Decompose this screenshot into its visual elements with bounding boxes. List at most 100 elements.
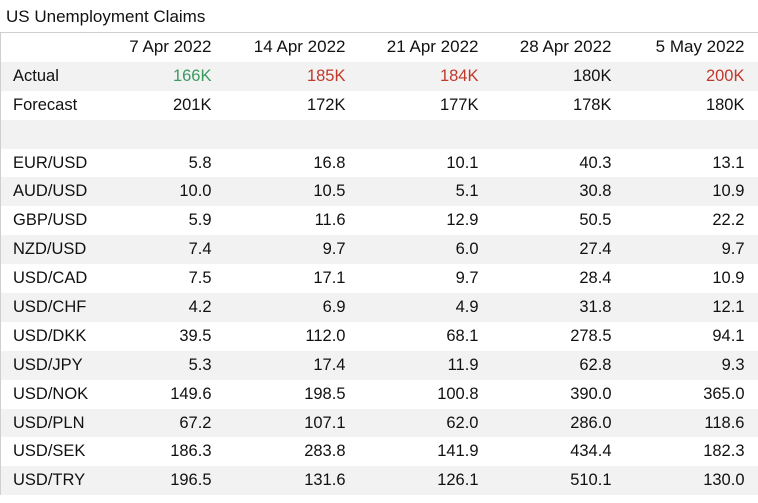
pair-value: 94.1 <box>712 326 745 345</box>
pair-value: 390.0 <box>570 384 612 403</box>
pair-value: 286.0 <box>491 408 625 438</box>
table-row: USD/SEK 186.3 283.8 141.9 434.4 182.3 <box>1 437 758 466</box>
spacer-cell <box>224 119 359 149</box>
spacer-cell <box>0 119 98 149</box>
actual-row: Actual 166K 185K 184K 180K 200K <box>0 61 758 91</box>
pair-value: 9.3 <box>624 350 758 380</box>
pair-label: USD/CHF <box>0 293 98 322</box>
pair-value: 5.8 <box>188 153 212 172</box>
pair-value: 4.9 <box>358 293 492 322</box>
header-date: 7 Apr 2022 <box>129 37 212 57</box>
pair-value: 126.1 <box>358 466 492 496</box>
table-row: USD/CAD 7.5 17.1 9.7 28.4 10.9 <box>1 264 758 293</box>
pair-label: USD/NOK <box>13 384 89 403</box>
table-row: GBP/USD 5.9 11.6 12.9 50.5 22.2 <box>1 206 758 235</box>
pair-value: 30.8 <box>491 177 625 207</box>
spacer-cell <box>624 119 758 149</box>
forecast-value: 172K <box>306 95 346 114</box>
pair-value: 22.2 <box>712 211 745 230</box>
pair-value: 130.0 <box>624 466 758 496</box>
pair-label: USD/DKK <box>13 326 87 345</box>
pair-value: 27.4 <box>491 235 625 265</box>
pair-value: 510.1 <box>491 466 625 496</box>
pair-label: USD/CAD <box>13 269 88 288</box>
pair-value: 62.0 <box>358 408 492 438</box>
claims-table: 7 Apr 2022 14 Apr 2022 21 Apr 2022 28 Ap… <box>0 32 758 496</box>
pair-value: 434.4 <box>570 442 612 461</box>
table-row: AUD/USD 10.0 10.5 5.1 30.8 10.9 <box>0 177 758 207</box>
spacer-row <box>0 119 758 149</box>
pair-label: NZD/USD <box>0 235 98 265</box>
pair-value: 6.0 <box>358 235 492 265</box>
pair-value: 5.3 <box>97 350 225 380</box>
table-row: USD/TRY 196.5 131.6 126.1 510.1 130.0 <box>0 466 758 496</box>
pair-value: 17.4 <box>224 350 359 380</box>
pair-value: 10.9 <box>712 269 745 288</box>
spacer-cell <box>491 119 625 149</box>
actual-value: 200K <box>624 61 758 91</box>
forecast-value: 177K <box>439 95 479 114</box>
pair-value: 13.1 <box>712 153 745 172</box>
header-date: 5 May 2022 <box>655 37 745 57</box>
actual-value: 180K <box>491 61 625 91</box>
pair-value: 68.1 <box>446 326 479 345</box>
pair-value: 186.3 <box>170 442 212 461</box>
pair-value: 11.6 <box>314 211 346 230</box>
row-label: Forecast <box>13 95 78 114</box>
pair-value: 6.9 <box>224 293 359 322</box>
pair-value: 17.1 <box>313 269 346 288</box>
pair-value: 10.5 <box>224 177 359 207</box>
pair-label: USD/TRY <box>0 466 98 496</box>
pair-value: 9.7 <box>224 235 359 265</box>
table-row: EUR/USD 5.8 16.8 10.1 40.3 13.1 <box>1 149 758 178</box>
pair-value: 10.9 <box>624 177 758 207</box>
pair-value: 5.1 <box>358 177 492 207</box>
pair-value: 50.5 <box>579 211 612 230</box>
pair-value: 31.8 <box>491 293 625 322</box>
pair-value: 283.8 <box>304 442 346 461</box>
pair-label: AUD/USD <box>0 177 98 207</box>
header-date: 14 Apr 2022 <box>253 37 346 57</box>
pair-value: 112.0 <box>305 326 346 345</box>
pair-value: 107.1 <box>224 408 359 438</box>
pair-value: 12.9 <box>446 211 479 230</box>
pair-label: USD/SEK <box>13 442 86 461</box>
table-row: USD/PLN 67.2 107.1 62.0 286.0 118.6 <box>0 408 758 438</box>
actual-value: 184K <box>358 61 492 91</box>
table-row: NZD/USD 7.4 9.7 6.0 27.4 9.7 <box>0 235 758 265</box>
pair-value: 4.2 <box>97 293 225 322</box>
table-title: US Unemployment Claims <box>6 7 206 26</box>
pair-value: 12.1 <box>624 293 758 322</box>
pair-rows: EUR/USD 5.8 16.8 10.1 40.3 13.1 AUD/USD 10.0 10.… <box>0 149 758 496</box>
pair-value: 182.3 <box>703 442 745 461</box>
table-row: USD/JPY 5.3 17.4 11.9 62.8 9.3 <box>0 350 758 380</box>
pair-value: 141.9 <box>437 442 479 461</box>
header-date: 21 Apr 2022 <box>386 37 479 57</box>
pair-value: 67.2 <box>97 408 225 438</box>
table-row: USD/CHF 4.2 6.9 4.9 31.8 12.1 <box>0 293 758 322</box>
actual-value: 185K <box>224 61 359 91</box>
pair-value: 10.1 <box>446 153 479 172</box>
pair-value: 7.4 <box>97 235 225 265</box>
pair-label: USD/PLN <box>0 408 98 438</box>
spacer-cell <box>358 119 492 149</box>
pair-value: 11.9 <box>358 350 492 380</box>
pair-value: 28.4 <box>579 269 612 288</box>
row-label: Actual <box>0 61 98 91</box>
actual-value: 166K <box>97 61 225 91</box>
pair-value: 198.5 <box>304 384 346 403</box>
pair-label: EUR/USD <box>13 153 88 172</box>
forecast-value: 180K <box>705 95 745 114</box>
pair-value: 16.8 <box>313 153 346 172</box>
forecast-value: 201K <box>172 95 212 114</box>
header-date: 28 Apr 2022 <box>519 37 612 57</box>
pair-value: 9.7 <box>455 269 479 288</box>
pair-value: 7.5 <box>188 269 212 288</box>
pair-value: 100.8 <box>437 384 479 403</box>
pair-value: 196.5 <box>97 466 225 496</box>
pair-value: 40.3 <box>579 153 612 172</box>
forecast-row: Forecast 201K 172K 177K 178K 180K <box>1 91 758 120</box>
pair-value: 9.7 <box>624 235 758 265</box>
pair-value: 131.6 <box>224 466 359 496</box>
table-row: USD/DKK 39.5 112.0 68.1 278.5 94.1 <box>1 322 758 351</box>
